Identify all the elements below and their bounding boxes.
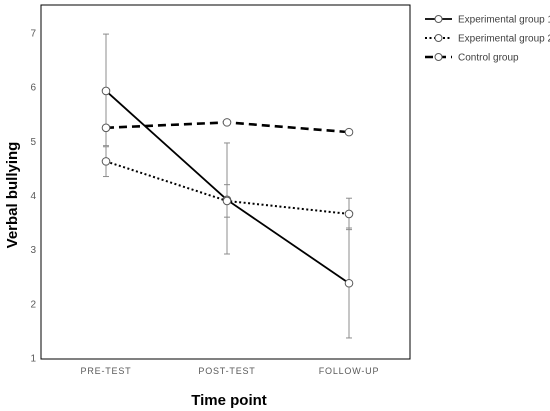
y-tick-label: 7 [30, 29, 36, 40]
data-point-marker [344, 209, 354, 219]
data-point-marker [101, 157, 111, 166]
data-point-marker [101, 86, 111, 96]
y-tick-label: 1 [30, 354, 36, 365]
plot-frame [40, 4, 411, 360]
legend: Experimental group 1 Experimental group 2… [425, 15, 550, 64]
legend-marker [434, 34, 443, 42]
data-point-marker [101, 123, 111, 133]
y-tick-label: 3 [30, 245, 36, 256]
x-tick-label: PRE-TEST [81, 366, 132, 376]
x-axis-ticks: PRE-TEST POST-TEST FOLLOW-UP [81, 366, 380, 376]
legend-label: Experimental group 1 [458, 15, 550, 26]
legend-marker [434, 15, 443, 23]
series-markers [101, 86, 354, 288]
y-axis-title: Verbal bullying [4, 142, 21, 249]
y-tick-label: 5 [30, 137, 36, 148]
y-axis-ticks: 1 2 3 4 5 6 7 [30, 29, 36, 365]
data-point-marker [222, 196, 232, 206]
legend-marker [434, 53, 443, 61]
legend-label: Experimental group 2 [458, 34, 550, 45]
data-point-marker [344, 127, 354, 137]
x-tick-label: FOLLOW-UP [319, 366, 380, 376]
error-bars [103, 33, 352, 339]
x-tick-label: POST-TEST [198, 366, 255, 376]
y-tick-label: 4 [30, 191, 36, 202]
data-point-marker [344, 278, 354, 288]
legend-label: Control group [458, 53, 519, 64]
plot-area-border [40, 4, 411, 360]
y-tick-label: 6 [30, 83, 36, 94]
data-point-marker [222, 118, 232, 127]
x-axis-title: Time point [191, 392, 267, 409]
y-tick-label: 2 [30, 299, 36, 310]
